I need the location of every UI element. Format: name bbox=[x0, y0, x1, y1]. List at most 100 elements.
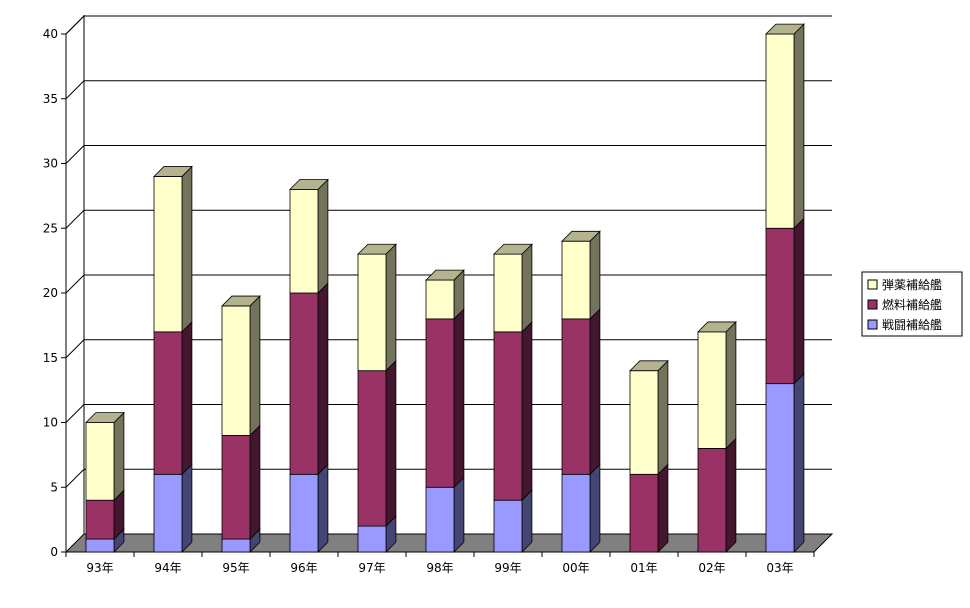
y-tick-label: 5 bbox=[50, 480, 58, 494]
bar-side bbox=[249, 424, 261, 541]
x-tick-label: 01年 bbox=[630, 561, 657, 575]
x-tick-label: 95年 bbox=[222, 561, 249, 575]
bar-front bbox=[425, 486, 455, 553]
bar-front bbox=[697, 331, 727, 449]
x-tick-label: 93年 bbox=[86, 561, 113, 575]
bar-side bbox=[657, 359, 669, 476]
x-tick-label: 00年 bbox=[562, 561, 589, 575]
bar-segment bbox=[357, 359, 397, 528]
bar-front bbox=[85, 538, 115, 553]
bar-segment bbox=[425, 269, 465, 320]
bar-segment bbox=[629, 463, 669, 553]
bar-front bbox=[697, 447, 727, 553]
side-wall-top bbox=[65, 15, 85, 35]
bar-segment bbox=[697, 437, 737, 553]
bar-side bbox=[181, 165, 193, 333]
gridline-side bbox=[65, 145, 85, 164]
bar-segment bbox=[493, 320, 533, 502]
bar-front bbox=[289, 473, 319, 553]
bar-side bbox=[181, 463, 193, 553]
bar-side bbox=[589, 308, 601, 476]
bar-front bbox=[153, 473, 183, 553]
bar-side bbox=[589, 230, 601, 320]
legend-swatch bbox=[867, 279, 878, 290]
gridline-side bbox=[65, 339, 85, 359]
bar-front bbox=[765, 383, 795, 553]
gridline-side bbox=[65, 404, 85, 423]
bar-side bbox=[725, 320, 737, 450]
bar-segment bbox=[221, 295, 261, 437]
bar-side bbox=[317, 178, 329, 294]
bar-front bbox=[153, 176, 183, 333]
bar-side bbox=[521, 320, 533, 502]
bar-front bbox=[493, 331, 523, 501]
legend-label: 弾薬補給艦 bbox=[882, 278, 942, 292]
bar-segment bbox=[493, 489, 533, 553]
y-tick-label: 15 bbox=[43, 351, 58, 365]
x-tick-label: 03年 bbox=[766, 561, 793, 575]
bar-front bbox=[561, 318, 591, 475]
legend-swatch bbox=[867, 319, 878, 330]
bar-top bbox=[425, 269, 465, 281]
legend-swatch bbox=[867, 299, 878, 310]
bar-segment bbox=[85, 528, 125, 553]
bar-front bbox=[425, 318, 455, 488]
bar-segment bbox=[493, 243, 533, 333]
bar-top bbox=[357, 243, 397, 255]
bar-side bbox=[113, 411, 125, 502]
bar-segment bbox=[561, 230, 601, 320]
bar-top bbox=[153, 166, 193, 177]
gridline-side bbox=[65, 80, 85, 100]
bar-segment bbox=[765, 217, 805, 385]
legend-label: 燃料補給艦 bbox=[882, 297, 942, 312]
bar-segment bbox=[289, 282, 329, 476]
bar-segment bbox=[357, 515, 397, 553]
bar-front bbox=[493, 253, 523, 333]
bar-segment bbox=[697, 320, 737, 450]
bar-front bbox=[493, 499, 523, 553]
bar-segment bbox=[221, 424, 261, 541]
gridline-side bbox=[65, 209, 85, 229]
y-tick-label: 40 bbox=[43, 27, 58, 41]
bar-side bbox=[453, 476, 465, 553]
bar-top bbox=[85, 412, 125, 423]
bar-segment bbox=[425, 308, 465, 489]
bar-side bbox=[725, 437, 737, 553]
bar-side bbox=[385, 243, 397, 372]
gridline-side bbox=[65, 274, 85, 294]
bar-side bbox=[453, 308, 465, 489]
bar-segment bbox=[153, 463, 193, 553]
bar-segment bbox=[85, 489, 125, 541]
bar-front bbox=[561, 240, 591, 320]
bar-front bbox=[85, 422, 115, 501]
y-tick-label: 25 bbox=[43, 221, 58, 235]
bar-front bbox=[357, 253, 387, 372]
bar-side bbox=[521, 489, 533, 553]
bar-segment bbox=[425, 476, 465, 553]
y-tick-label: 20 bbox=[43, 286, 58, 300]
bar-front bbox=[357, 525, 387, 553]
bar-segment bbox=[765, 372, 805, 553]
bar-side bbox=[317, 282, 329, 476]
bar-segment bbox=[153, 165, 193, 333]
y-tick-label: 0 bbox=[50, 545, 58, 559]
bar-front bbox=[221, 435, 251, 540]
bar-front bbox=[289, 188, 319, 294]
bar-segment bbox=[85, 411, 125, 502]
bar-top bbox=[493, 243, 533, 255]
x-tick-label: 02年 bbox=[698, 561, 725, 575]
bar-segment bbox=[289, 178, 329, 294]
bar-top bbox=[289, 179, 329, 190]
x-tick-label: 99年 bbox=[494, 561, 521, 575]
y-tick-label: 35 bbox=[43, 92, 58, 106]
bar-front bbox=[221, 538, 251, 553]
bar-front bbox=[221, 305, 251, 436]
bar-top bbox=[765, 23, 805, 35]
legend-label: 戦闘補給艦 bbox=[882, 318, 942, 332]
x-tick-label: 97年 bbox=[358, 561, 385, 575]
bar-front bbox=[425, 279, 455, 320]
bar-front bbox=[357, 370, 387, 527]
x-tick-label: 96年 bbox=[290, 561, 317, 575]
